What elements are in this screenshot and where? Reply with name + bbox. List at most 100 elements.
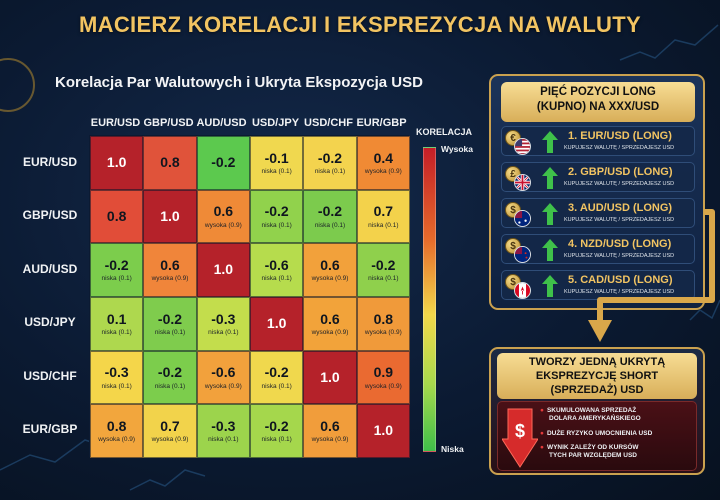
- cell-value: -0.2: [157, 364, 183, 381]
- cell-value: 1.0: [160, 207, 180, 224]
- column-label: GBP/USD: [143, 117, 194, 129]
- heatmap-cell: 0.6 wysoka (0.9): [303, 297, 357, 351]
- cell-value: 0.7: [373, 203, 394, 220]
- long-position-row: $5. CAD/USD (LONG) KUPUJESZ WALUTĘ / SPRZ…: [501, 270, 695, 300]
- cell-value: 0.8: [106, 417, 127, 434]
- heatmap-cell: 1.0: [196, 243, 250, 297]
- position-description: KUPUJESZ WALUTĘ / SPRZEDAJESZ USD: [564, 289, 675, 295]
- cell-value: -0.2: [264, 417, 289, 434]
- cell-value: -0.3: [211, 417, 236, 434]
- correlation-heatmap: 1.0 0.8 -0.2 -0.1 niska (0.1) -0.2 niska (0.1)…: [89, 135, 410, 458]
- cell-sublabel: wysoka (0.9): [151, 436, 189, 444]
- column-label: USD/JPY: [251, 117, 300, 129]
- cell-value: 0.6: [320, 310, 340, 327]
- long-position-row: €1. EUR/USD (LONG) KUPUJESZ WALUTĘ / SPRZ…: [501, 126, 695, 156]
- cell-sublabel: niska (0.1): [261, 436, 292, 444]
- long-position-row: £2. GBP/USD (LONG) KUPUJESZ WALUTĘ / SPRZ…: [501, 162, 695, 192]
- chart-subtitle: Korelacja Par Walutowych i Ukryta Ekspoz…: [55, 74, 423, 91]
- heatmap-cell: 0.8: [90, 189, 144, 244]
- country-flag-icon: [514, 174, 531, 191]
- row-label: EUR/USD: [22, 155, 77, 169]
- heatmap-cell: -0.3 niska (0.1): [196, 297, 250, 351]
- short-bullet: ● WYNIK ZALEŻY OD KURSÓW TYCH PAR WZGLĘDE…: [540, 444, 639, 460]
- cell-sublabel: niska (0.1): [368, 275, 399, 283]
- cell-sublabel: wysoka (0.9): [311, 275, 349, 283]
- heatmap-cell: 0.8 wysoka (0.9): [90, 404, 144, 458]
- cell-value: 0.9: [373, 364, 394, 381]
- position-title: 1. EUR/USD (LONG): [568, 130, 672, 142]
- position-title: 4. NZD/USD (LONG): [568, 238, 672, 250]
- position-description: KUPUJESZ WALUTĘ / SPRZEDAJESZ USD: [564, 145, 675, 151]
- country-flag-icon: [514, 138, 531, 155]
- up-arrow-icon: [542, 203, 558, 225]
- cell-sublabel: niska (0.1): [154, 329, 186, 337]
- short-bullet: ● SKUMULOWANA SPRZEDAŻ DOLARA AMERYKAŃSKI…: [540, 407, 641, 423]
- heatmap-cell: -0.2 niska (0.1): [303, 189, 357, 244]
- cell-value: 1.0: [266, 315, 287, 332]
- cell-value: 0.8: [373, 310, 394, 327]
- up-arrow-icon: [542, 167, 558, 189]
- cell-sublabel: niska (0.1): [101, 275, 132, 283]
- heatmap-cell: 0.8 wysoka (0.9): [356, 297, 410, 351]
- position-title: 5. CAD/USD (LONG): [568, 274, 673, 286]
- heatmap-cell: 1.0: [356, 404, 410, 458]
- cell-sublabel: niska (0.1): [368, 221, 399, 229]
- cell-sublabel: wysoka (0.9): [151, 275, 189, 283]
- cell-value: 0.8: [160, 154, 180, 171]
- position-description: KUPUJESZ WALUTĘ / SPRZEDAJESZ USD: [564, 181, 675, 187]
- cell-sublabel: niska (0.1): [208, 329, 239, 337]
- heatmap-cell: 0.8: [143, 136, 197, 190]
- cell-value: 0.6: [320, 256, 340, 273]
- heatmap-cell: -0.2 niska (0.1): [143, 297, 197, 351]
- heatmap-cell: -0.2 niska (0.1): [356, 243, 410, 297]
- heatmap-cell: -0.2 niska (0.1): [250, 189, 304, 244]
- heatmap-cell: 0.6 wysoka (0.9): [303, 243, 357, 297]
- short-bullet: ● DUŻE RYZYKO UMOCNIENIA USD: [540, 430, 653, 437]
- heatmap-cell: 0.6 wysoka (0.9): [143, 243, 197, 297]
- short-panel-header: TWORZY JEDNĄ UKRYTĄ EKSPREZYCJĘ SHORT (S…: [497, 353, 697, 399]
- heatmap-cell: 0.6 wysoka (0.9): [196, 189, 250, 244]
- colorbar-title: KORELACJA: [415, 127, 472, 137]
- cell-value: 0.6: [213, 203, 234, 220]
- heatmap-cell: 1.0: [250, 297, 304, 351]
- cell-sublabel: niska (0.1): [261, 275, 292, 283]
- heatmap-cell: 0.7 niska (0.1): [356, 189, 410, 244]
- cell-sublabel: niska (0.1): [314, 221, 346, 229]
- heatmap-cell: -0.2 niska (0.1): [143, 350, 197, 405]
- row-label: EUR/GBP: [22, 422, 78, 436]
- cell-value: -0.2: [371, 256, 396, 273]
- colorbar-bottom-label: Niska: [441, 444, 464, 454]
- cell-value: -0.2: [157, 310, 183, 327]
- short-exposure-panel: TWORZY JEDNĄ UKRYTĄ EKSPREZYCJĘ SHORT (S…: [489, 347, 705, 475]
- heatmap-cell: 1.0: [303, 350, 357, 405]
- cell-sublabel: niska (0.1): [261, 382, 292, 390]
- row-label: GBP/USD: [22, 208, 78, 222]
- heatmap-cell: -0.2 niska (0.1): [90, 243, 144, 297]
- cell-value: -0.6: [211, 364, 236, 381]
- column-label: USD/CHF: [304, 117, 353, 129]
- cell-value: -0.3: [104, 364, 129, 381]
- cell-value: 0.6: [160, 256, 180, 273]
- heatmap-cell: -0.6 niska (0.1): [250, 243, 304, 297]
- row-label: USD/CHF: [23, 369, 77, 383]
- cell-sublabel: wysoka (0.9): [364, 382, 402, 390]
- svg-text:$: $: [515, 421, 525, 441]
- dollar-down-arrow-icon: $: [502, 408, 538, 468]
- position-title: 2. GBP/USD (LONG): [568, 166, 673, 178]
- heatmap-cell: -0.1 niska (0.1): [250, 136, 304, 190]
- cell-sublabel: wysoka (0.9): [364, 329, 402, 337]
- heatmap-cell: -0.6 wysoka (0.9): [196, 350, 250, 405]
- long-panel-title-line2: (KUPNO) NA XXX/USD: [536, 100, 660, 113]
- cell-sublabel: wysoka (0.9): [311, 329, 349, 337]
- cell-sublabel: wysoka (0.9): [364, 168, 402, 176]
- heatmap-cell: -0.3 niska (0.1): [90, 350, 144, 405]
- column-label: AUD/USD: [196, 117, 247, 129]
- long-position-row: $4. NZD/USD (LONG) KUPUJESZ WALUTĘ / SPRZ…: [501, 234, 695, 264]
- heatmap-cell: 0.6 wysoka (0.9): [303, 404, 357, 458]
- short-panel-title-line2: EKSPREZYCJĘ SHORT: [535, 369, 659, 382]
- country-flag-icon: [514, 210, 531, 227]
- long-positions-panel: PIĘĆ POZYCJI LONG (KUPNO) NA XXX/USD €1.…: [489, 74, 705, 310]
- long-position-row: $3. AUD/USD (LONG) KUPUJESZ WALUTĘ / SPRZ…: [501, 198, 695, 228]
- cell-sublabel: wysoka (0.9): [98, 436, 136, 444]
- long-panel-title-line1: PIĘĆ POZYCJI LONG: [540, 86, 656, 98]
